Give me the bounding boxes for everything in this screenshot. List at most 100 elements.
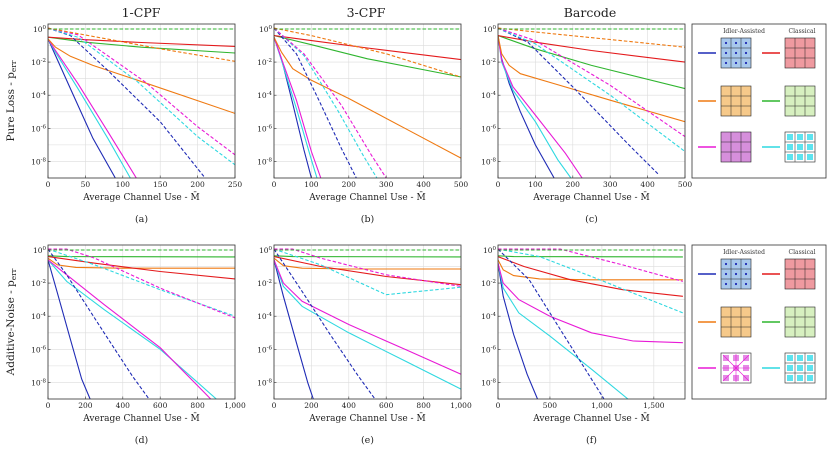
series-magenta-dashed bbox=[48, 248, 235, 319]
x-tick-label: 0 bbox=[496, 180, 501, 189]
legend-pattern-grid3 bbox=[784, 37, 816, 69]
series-red-solid bbox=[498, 35, 685, 63]
x-tick-label: 600 bbox=[379, 401, 394, 410]
x-tick-label: 600 bbox=[153, 401, 168, 410]
y-tick-label: 100 bbox=[483, 246, 497, 255]
series-blue-dashed bbox=[498, 27, 660, 176]
legend-pattern-squares bbox=[784, 352, 816, 384]
y-tick-label: 10-6 bbox=[257, 124, 272, 133]
series-magenta-solid bbox=[274, 259, 461, 375]
series-blue-solid bbox=[498, 263, 539, 399]
chart-panel-1: 0 50 100 150 200 250 100 10-2 10-4 10-6 10-8 Averag… bbox=[5, 23, 242, 225]
y-tick-label: 10-4 bbox=[257, 312, 272, 321]
series-green-solid bbox=[274, 255, 461, 258]
plot-frame bbox=[273, 244, 462, 400]
x-tick-label: 400 bbox=[416, 180, 431, 189]
chart-panel-6: 0 500 1,000 1,500 100 10-2 10-4 10-6 10-8 Average… bbox=[481, 244, 686, 446]
y-tick-label: 10-6 bbox=[481, 345, 496, 354]
column-title-1: 1-CPF bbox=[122, 5, 161, 20]
legend-pattern-grid3 bbox=[720, 131, 752, 163]
series-red-solid bbox=[274, 35, 461, 61]
x-tick-label: 500 bbox=[454, 180, 469, 189]
series-cyan-solid bbox=[498, 263, 629, 399]
series-blue-solid bbox=[274, 259, 314, 399]
y-tick-label: 10-2 bbox=[257, 279, 272, 288]
legend-pattern-star bbox=[720, 352, 752, 384]
legend-pattern-grid3 bbox=[720, 85, 752, 117]
series-green-solid bbox=[274, 35, 461, 78]
series-magenta-dashed bbox=[48, 27, 235, 156]
legend-pattern-grid3dots bbox=[720, 37, 752, 69]
y-tick-label: 100 bbox=[259, 246, 273, 255]
y-tick-label: 10-2 bbox=[481, 58, 496, 67]
series-cyan-dashed bbox=[48, 248, 235, 317]
y-tick-label: 10-2 bbox=[481, 279, 496, 288]
y-tick-label: 10-2 bbox=[31, 279, 46, 288]
y-axis-label: Additive-Noise - perr bbox=[5, 268, 18, 376]
y-tick-label: 10-8 bbox=[481, 157, 496, 166]
panel-label: (b) bbox=[361, 214, 375, 225]
x-tick-label: 400 bbox=[342, 401, 357, 410]
x-tick-label: 500 bbox=[678, 180, 693, 189]
series-red-solid bbox=[274, 256, 461, 286]
series-cyan-dashed bbox=[498, 27, 685, 152]
legend-pattern-grid3 bbox=[720, 306, 752, 338]
y-tick-label: 10-8 bbox=[257, 157, 272, 166]
legend-2: Idler-Assisted Classical bbox=[691, 244, 827, 400]
y-tick-label: 10-8 bbox=[31, 157, 46, 166]
y-tick-label: 10-8 bbox=[31, 378, 46, 387]
x-tick-label: 1,000 bbox=[591, 401, 613, 410]
series-magenta-dashed bbox=[498, 248, 684, 282]
series-magenta-solid bbox=[274, 37, 322, 178]
x-tick-label: 1,000 bbox=[450, 401, 472, 410]
legend-pattern-grid3 bbox=[784, 85, 816, 117]
x-tick-label: 1,500 bbox=[643, 401, 665, 410]
legend-pattern-grid3dots bbox=[720, 258, 752, 290]
series-orange-dashed bbox=[274, 27, 461, 78]
series-green-solid bbox=[498, 255, 683, 258]
y-tick-label: 10-6 bbox=[481, 124, 496, 133]
x-axis-label: Average Channel Use - M̄ bbox=[82, 191, 199, 203]
legend-title-idler: Idler-Assisted bbox=[723, 28, 765, 35]
plots-layer: 0 50 100 150 200 250 100 10-2 10-4 10-6 10-8 Averag… bbox=[5, 23, 693, 446]
series-green-solid bbox=[48, 255, 235, 258]
series-magenta-solid bbox=[48, 38, 137, 178]
series-blue-dashed bbox=[498, 248, 605, 399]
x-tick-label: 100 bbox=[116, 180, 131, 189]
x-tick-label: 200 bbox=[78, 401, 93, 410]
y-tick-label: 10-6 bbox=[31, 124, 46, 133]
panel-label: (e) bbox=[361, 435, 374, 446]
plot-frame bbox=[47, 23, 236, 179]
chart-panel-3: 0 100 200 300 400 500 100 10-2 10-4 10-6 10-8 Avera… bbox=[481, 23, 693, 225]
x-tick-label: 50 bbox=[81, 180, 91, 189]
y-tick-label: 10-6 bbox=[31, 345, 46, 354]
series-blue-solid bbox=[274, 37, 312, 178]
x-tick-label: 200 bbox=[342, 180, 357, 189]
x-tick-label: 0 bbox=[46, 180, 51, 189]
x-tick-label: 200 bbox=[566, 180, 581, 189]
series-orange-dashed bbox=[498, 27, 685, 48]
panel-label: (c) bbox=[585, 214, 598, 225]
series-orange-dashed bbox=[48, 27, 235, 62]
legend-title-idler: Idler-Assisted bbox=[723, 249, 765, 256]
series-blue-dashed bbox=[274, 27, 357, 178]
series-red-solid bbox=[48, 36, 235, 47]
x-axis-label: Average Channel Use - M̄ bbox=[532, 191, 649, 203]
series-orange-solid bbox=[48, 38, 235, 114]
series-cyan-solid bbox=[274, 259, 461, 390]
series-red-solid bbox=[498, 256, 683, 297]
x-tick-label: 0 bbox=[46, 401, 51, 410]
x-axis-label: Average Channel Use - M̄ bbox=[308, 191, 425, 203]
chart-panel-4: 0 200 400 600 800 1,000 100 10-2 10-4 10-6 10-8 Ave… bbox=[5, 244, 246, 446]
series-orange-solid bbox=[48, 257, 235, 269]
series-cyan-solid bbox=[48, 259, 217, 399]
chart-panel-2: 0 100 200 300 400 500 100 10-2 10-4 10-6 10-8 Avera… bbox=[257, 23, 469, 225]
y-tick-label: 100 bbox=[33, 25, 47, 34]
series-orange-solid bbox=[498, 35, 685, 123]
y-tick-label: 100 bbox=[33, 246, 47, 255]
series-magenta-solid bbox=[498, 35, 583, 178]
y-tick-label: 100 bbox=[259, 25, 273, 34]
y-tick-label: 10-4 bbox=[31, 312, 46, 321]
x-axis-label: Average Channel Use - M̄ bbox=[308, 412, 425, 424]
y-tick-label: 10-6 bbox=[257, 345, 272, 354]
